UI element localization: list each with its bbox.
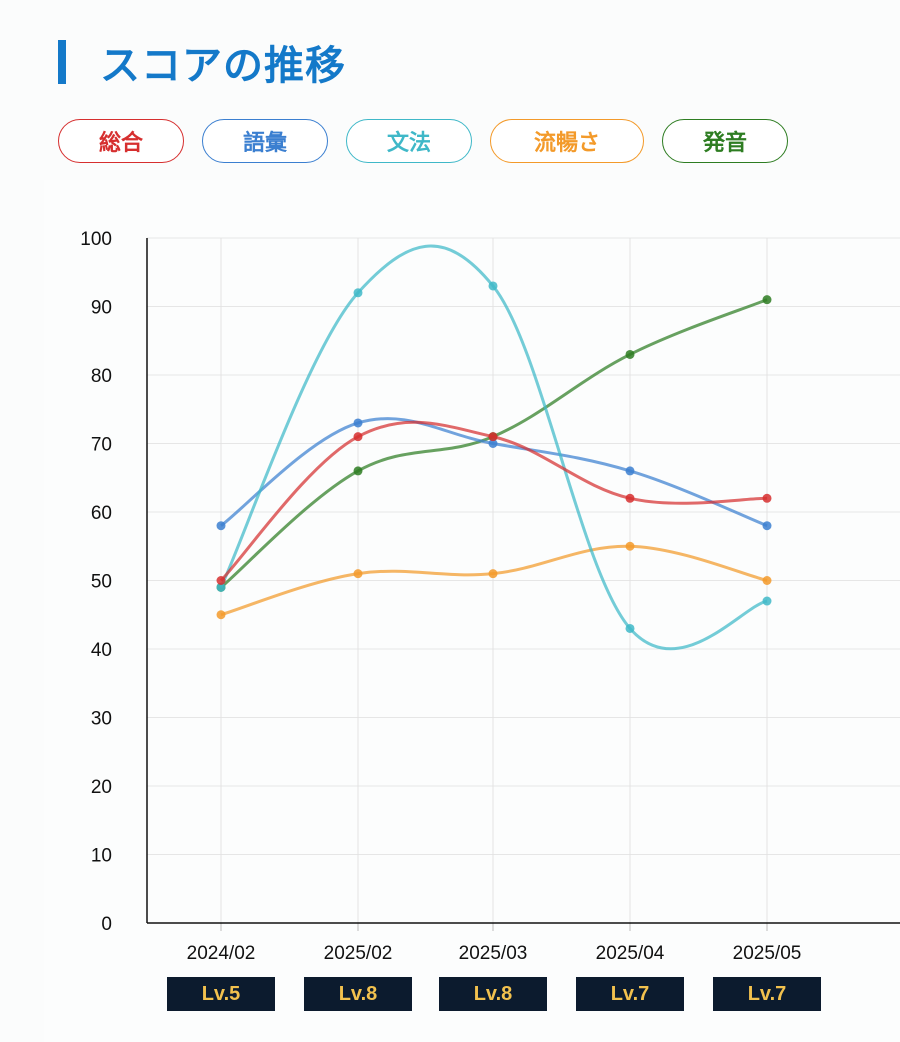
data-point-1 [488, 439, 498, 448]
data-point-4 [625, 349, 635, 359]
y-tick-label: 50 [91, 572, 112, 593]
y-tick-label: 100 [80, 229, 112, 250]
data-point-1 [762, 521, 772, 531]
chart-panel [44, 180, 900, 1042]
x-tick-label: 2024/02 [187, 943, 256, 964]
data-point-2 [488, 281, 498, 291]
y-tick-label: 90 [91, 298, 112, 319]
y-tick-label: 20 [91, 777, 112, 798]
data-point-2 [353, 288, 363, 298]
data-point-3 [762, 576, 772, 585]
level-badge: Lv.8 [304, 977, 412, 1011]
legend: 総合 語彙 文法 流暢さ 発音 [58, 119, 806, 163]
data-point-2 [625, 623, 635, 633]
data-point-3 [353, 569, 363, 579]
data-point-1 [625, 466, 635, 476]
x-tick-label: 2025/05 [733, 943, 802, 964]
y-tick-label: 40 [91, 640, 112, 661]
level-badge: Lv.7 [713, 977, 821, 1011]
page-title: スコアの推移 [100, 43, 346, 89]
level-badge: Lv.8 [439, 977, 547, 1011]
data-point-2 [216, 582, 226, 592]
y-tick-label: 60 [91, 503, 112, 524]
legend-toggle-sogo[interactable]: 総合 [58, 119, 184, 163]
x-tick-label: 2025/02 [324, 943, 393, 964]
y-tick-label: 0 [101, 914, 112, 935]
data-point-1 [216, 521, 226, 531]
data-point-0 [353, 432, 363, 442]
data-point-3 [625, 541, 635, 551]
y-tick-label: 30 [91, 709, 112, 730]
data-point-3 [488, 569, 498, 579]
x-tick-label: 2025/03 [459, 943, 528, 964]
data-point-4 [353, 466, 363, 476]
legend-toggle-hatsuon[interactable]: 発音 [662, 119, 788, 163]
legend-toggle-bunpo[interactable]: 文法 [346, 119, 472, 163]
data-point-0 [488, 432, 498, 442]
title-accent-bar [58, 40, 66, 84]
y-tick-label: 80 [91, 366, 112, 387]
data-point-3 [216, 610, 226, 620]
data-point-4 [762, 295, 772, 305]
legend-toggle-ryuchosa[interactable]: 流暢さ [490, 119, 644, 163]
data-point-1 [353, 418, 363, 428]
data-point-2 [762, 596, 772, 606]
x-tick-label: 2025/04 [596, 943, 665, 964]
data-point-0 [762, 493, 772, 503]
level-badge: Lv.5 [167, 977, 275, 1011]
series-line-0 [219, 420, 768, 582]
legend-toggle-goi[interactable]: 語彙 [202, 119, 328, 163]
title-block: スコアの推移 [58, 36, 346, 89]
y-tick-label: 10 [91, 846, 112, 867]
data-point-0 [625, 493, 635, 503]
data-point-0 [216, 576, 226, 585]
y-tick-label: 70 [91, 435, 112, 456]
level-badge: Lv.7 [576, 977, 684, 1011]
